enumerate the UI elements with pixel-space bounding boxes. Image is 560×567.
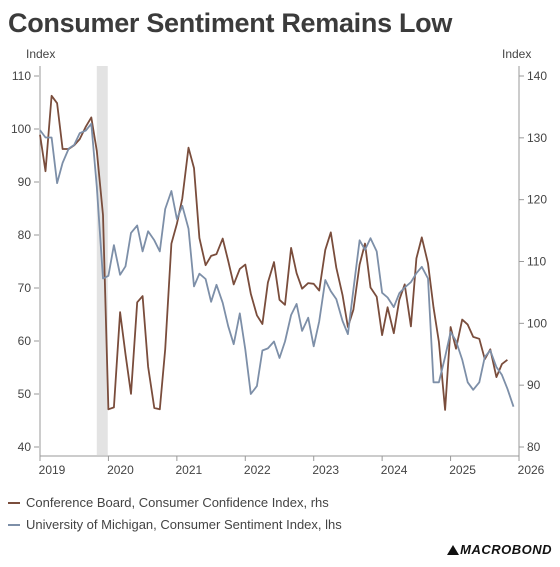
right-axis-tick-label: 80: [527, 440, 541, 454]
left-axis-tick-label: 50: [18, 387, 32, 401]
right-axis-tick-label: 90: [527, 378, 541, 392]
legend-label-michigan: University of Michigan, Consumer Sentime…: [26, 517, 342, 532]
legend-label-conference-board: Conference Board, Consumer Confidence In…: [26, 495, 329, 510]
left-axis-tick-label: 60: [18, 334, 32, 348]
series-line-1: [39, 122, 515, 407]
right-axis-tick-label: 110: [527, 255, 546, 269]
left-axis-tick-label: 90: [18, 175, 32, 189]
right-axis-unit: Index: [502, 47, 531, 61]
legend-swatch-conference-board: [8, 501, 20, 504]
macrobond-logo-icon: [447, 545, 460, 555]
left-axis-tick-label: 100: [11, 122, 31, 136]
axes: Index Index 40 50 60 70 80 90 100 110 80 90 100 110 12…: [11, 47, 547, 477]
x-axis-tick-label: 2019: [39, 463, 66, 477]
x-axis-tick-label: 2020: [107, 463, 134, 477]
left-axis-tick-label: 80: [18, 228, 32, 242]
x-axis-tick-label: 2026: [518, 463, 545, 477]
legend-item-michigan: University of Michigan, Consumer Sentime…: [8, 517, 342, 532]
macrobond-logo: MACROBOND: [447, 542, 552, 557]
right-axis-tick-label: 120: [527, 193, 547, 207]
x-axis-tick-label: 2022: [244, 463, 271, 477]
right-axis-tick-label: 140: [527, 69, 547, 83]
x-axis-tick-label: 2021: [176, 463, 203, 477]
brand-text: MACROBOND: [460, 542, 552, 557]
left-axis-tick-label: 40: [18, 440, 32, 454]
series-line-0: [39, 94, 508, 411]
chart-title: Consumer Sentiment Remains Low: [8, 8, 453, 38]
left-axis-unit: Index: [26, 47, 55, 61]
left-axis-tick-label: 110: [12, 69, 31, 83]
right-axis-tick-label: 130: [527, 131, 547, 145]
legend-item-conference-board: Conference Board, Consumer Confidence In…: [8, 495, 329, 510]
legend-swatch-michigan: [8, 523, 20, 526]
left-axis-tick-label: 70: [18, 281, 32, 295]
x-axis-tick-label: 2024: [381, 463, 408, 477]
x-axis-tick-label: 2023: [312, 463, 339, 477]
x-axis-tick-label: 2025: [449, 463, 476, 477]
right-axis-tick-label: 100: [527, 316, 547, 330]
series-lines: [39, 94, 515, 411]
